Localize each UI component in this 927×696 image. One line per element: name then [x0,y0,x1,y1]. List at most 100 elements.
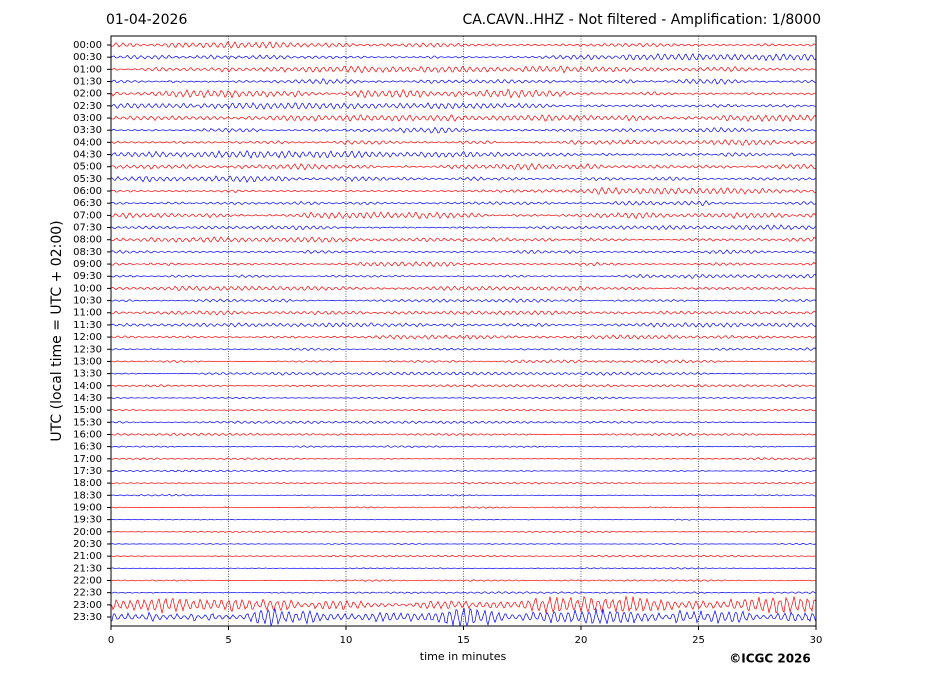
trace [110,542,817,545]
trace [110,383,817,388]
trace [110,78,817,85]
trace [110,298,817,304]
trace [110,567,817,570]
trace [110,41,817,49]
x-tick-label: 10 [340,635,353,646]
y-tick-label: 16:30 [73,442,102,453]
trace [110,139,817,146]
trace [110,359,817,364]
trace [110,211,817,220]
y-tick-label: 14:00 [73,381,102,392]
y-tick-label: 15:30 [73,417,102,428]
trace [110,607,817,628]
trace [110,420,817,425]
x-tick-label: 20 [575,635,588,646]
y-tick-label: 00:30 [73,52,102,63]
y-tick-label: 21:00 [73,551,102,562]
y-tick-label: 11:00 [73,308,102,319]
x-tick-label: 5 [225,635,231,646]
y-tick-label: 01:00 [73,64,102,75]
credit: ©ICGC 2026 [729,652,811,666]
y-tick-label: 14:30 [73,393,102,404]
y-tick-label: 12:00 [73,332,102,343]
y-tick-label: 16:00 [73,429,102,440]
trace [110,396,817,400]
y-tick-label: 11:30 [73,320,102,331]
trace [110,261,817,267]
y-tick-label: 20:30 [73,539,102,550]
trace [110,494,817,497]
y-tick-label: 22:00 [73,575,102,586]
trace [110,102,817,110]
trace [110,200,817,207]
y-tick-label: 17:30 [73,466,102,477]
y-tick-label: 06:00 [73,186,102,197]
y-tick-label: 03:00 [73,113,102,124]
trace [110,88,816,99]
y-tick-label: 18:30 [73,490,102,501]
trace [110,52,817,62]
trace [110,518,817,521]
y-tick-label: 06:30 [73,198,102,209]
y-tick-label: 05:00 [73,162,102,173]
y-tick-label: 12:30 [73,344,102,355]
trace [110,445,817,448]
y-tick-label: 05:30 [73,174,102,185]
trace [110,408,817,412]
y-tick-label: 18:00 [73,478,102,489]
x-tick-label: 25 [692,635,705,646]
trace [110,595,817,614]
y-axis-label: UTC (local time = UTC + 02:00) [49,220,65,441]
y-tick-label: 23:30 [73,612,102,623]
trace [110,310,817,316]
trace [110,579,817,582]
y-tick-label: 02:30 [73,101,102,112]
y-tick-label: 00:00 [73,40,102,51]
y-tick-label: 15:00 [73,405,102,416]
y-tick-label: 07:30 [73,223,102,234]
trace [110,457,817,461]
trace [110,175,817,183]
trace [110,273,817,279]
y-tick-label: 21:30 [73,563,102,574]
y-tick-label: 19:30 [73,515,102,526]
y-tick-label: 23:00 [73,600,102,611]
trace [110,224,817,231]
trace [110,530,817,533]
trace [110,334,817,340]
trace [110,186,817,195]
title-right: CA.CAVN..HHZ - Not filtered - Amplificat… [463,12,821,28]
y-tick-label: 17:00 [73,454,102,465]
y-tick-label: 09:30 [73,271,102,282]
y-tick-label: 20:00 [73,527,102,538]
trace [110,322,817,328]
y-tick-label: 08:00 [73,235,102,246]
x-tick-label: 0 [108,635,114,646]
trace [110,432,817,437]
trace [110,285,817,292]
x-axis-label: time in minutes [420,650,507,663]
y-tick-label: 19:00 [73,502,102,513]
y-tick-label: 22:30 [73,588,102,599]
trace [110,114,817,123]
trace [110,150,817,160]
y-tick-label: 02:00 [73,89,102,100]
trace [110,126,817,134]
x-tick-label: 30 [810,635,823,646]
trace [110,236,817,243]
y-tick-label: 01:30 [73,77,102,88]
trace [110,591,817,595]
y-tick-label: 10:30 [73,296,102,307]
trace [110,506,817,509]
x-tick-label: 15 [457,635,470,646]
trace [110,347,817,351]
trace [110,65,816,74]
title-left: 01-04-2026 [106,12,187,28]
y-tick-label: 13:00 [73,356,102,367]
trace [110,481,817,485]
y-tick-label: 10:00 [73,283,102,294]
y-tick-label: 04:00 [73,137,102,148]
y-tick-label: 09:00 [73,259,102,270]
y-tick-label: 03:30 [73,125,102,136]
